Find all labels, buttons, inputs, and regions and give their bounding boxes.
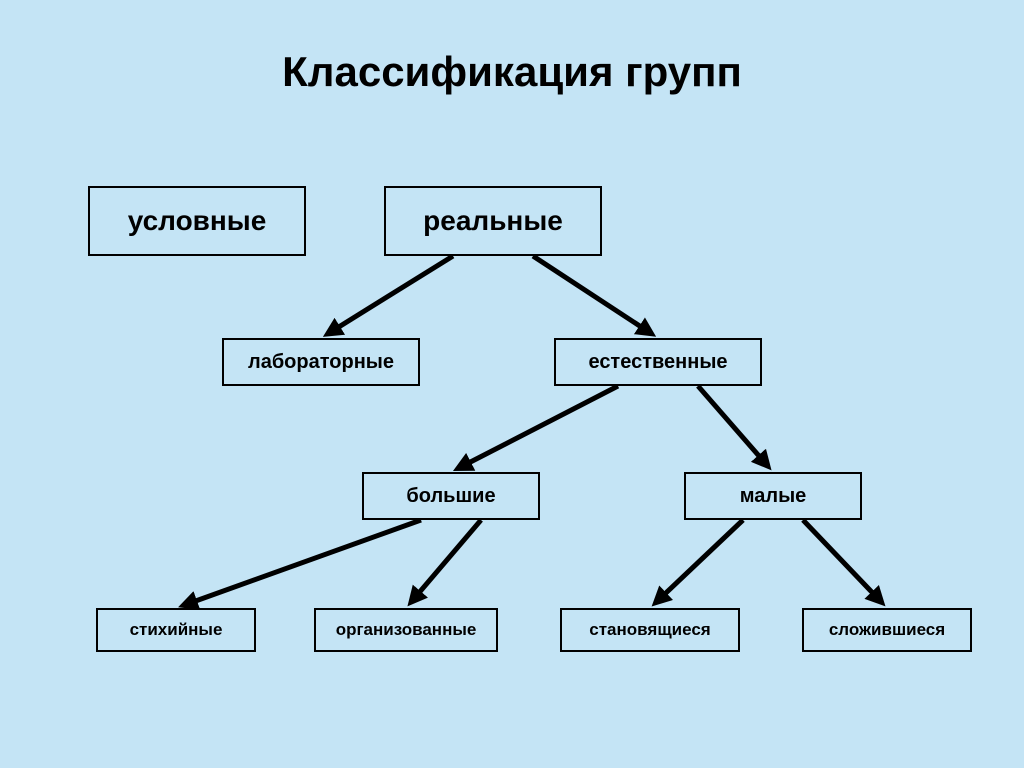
node-label: сложившиеся bbox=[829, 620, 945, 640]
node-laboratornye: лабораторные bbox=[222, 338, 420, 386]
node-malye: малые bbox=[684, 472, 862, 520]
node-label: лабораторные bbox=[248, 351, 394, 374]
node-label: условные bbox=[128, 205, 267, 237]
node-uslovnye: условные bbox=[88, 186, 306, 256]
node-label: становящиеся bbox=[589, 620, 710, 640]
diagram-title: Классификация групп bbox=[0, 48, 1024, 96]
node-slozhivshiesya: сложившиеся bbox=[802, 608, 972, 652]
node-stanovyashchiesya: становящиеся bbox=[560, 608, 740, 652]
node-organizovannye: организованные bbox=[314, 608, 498, 652]
node-realnye: реальные bbox=[384, 186, 602, 256]
node-stihiynye: стихийные bbox=[96, 608, 256, 652]
diagram-background bbox=[0, 0, 1024, 768]
node-label: естественные bbox=[588, 351, 727, 374]
node-label: малые bbox=[740, 485, 807, 508]
node-estestvennye: естественные bbox=[554, 338, 762, 386]
node-label: стихийные bbox=[130, 620, 223, 640]
node-label: реальные bbox=[423, 205, 563, 237]
node-label: организованные bbox=[336, 620, 477, 640]
node-bolshie: большие bbox=[362, 472, 540, 520]
node-label: большие bbox=[406, 485, 495, 508]
